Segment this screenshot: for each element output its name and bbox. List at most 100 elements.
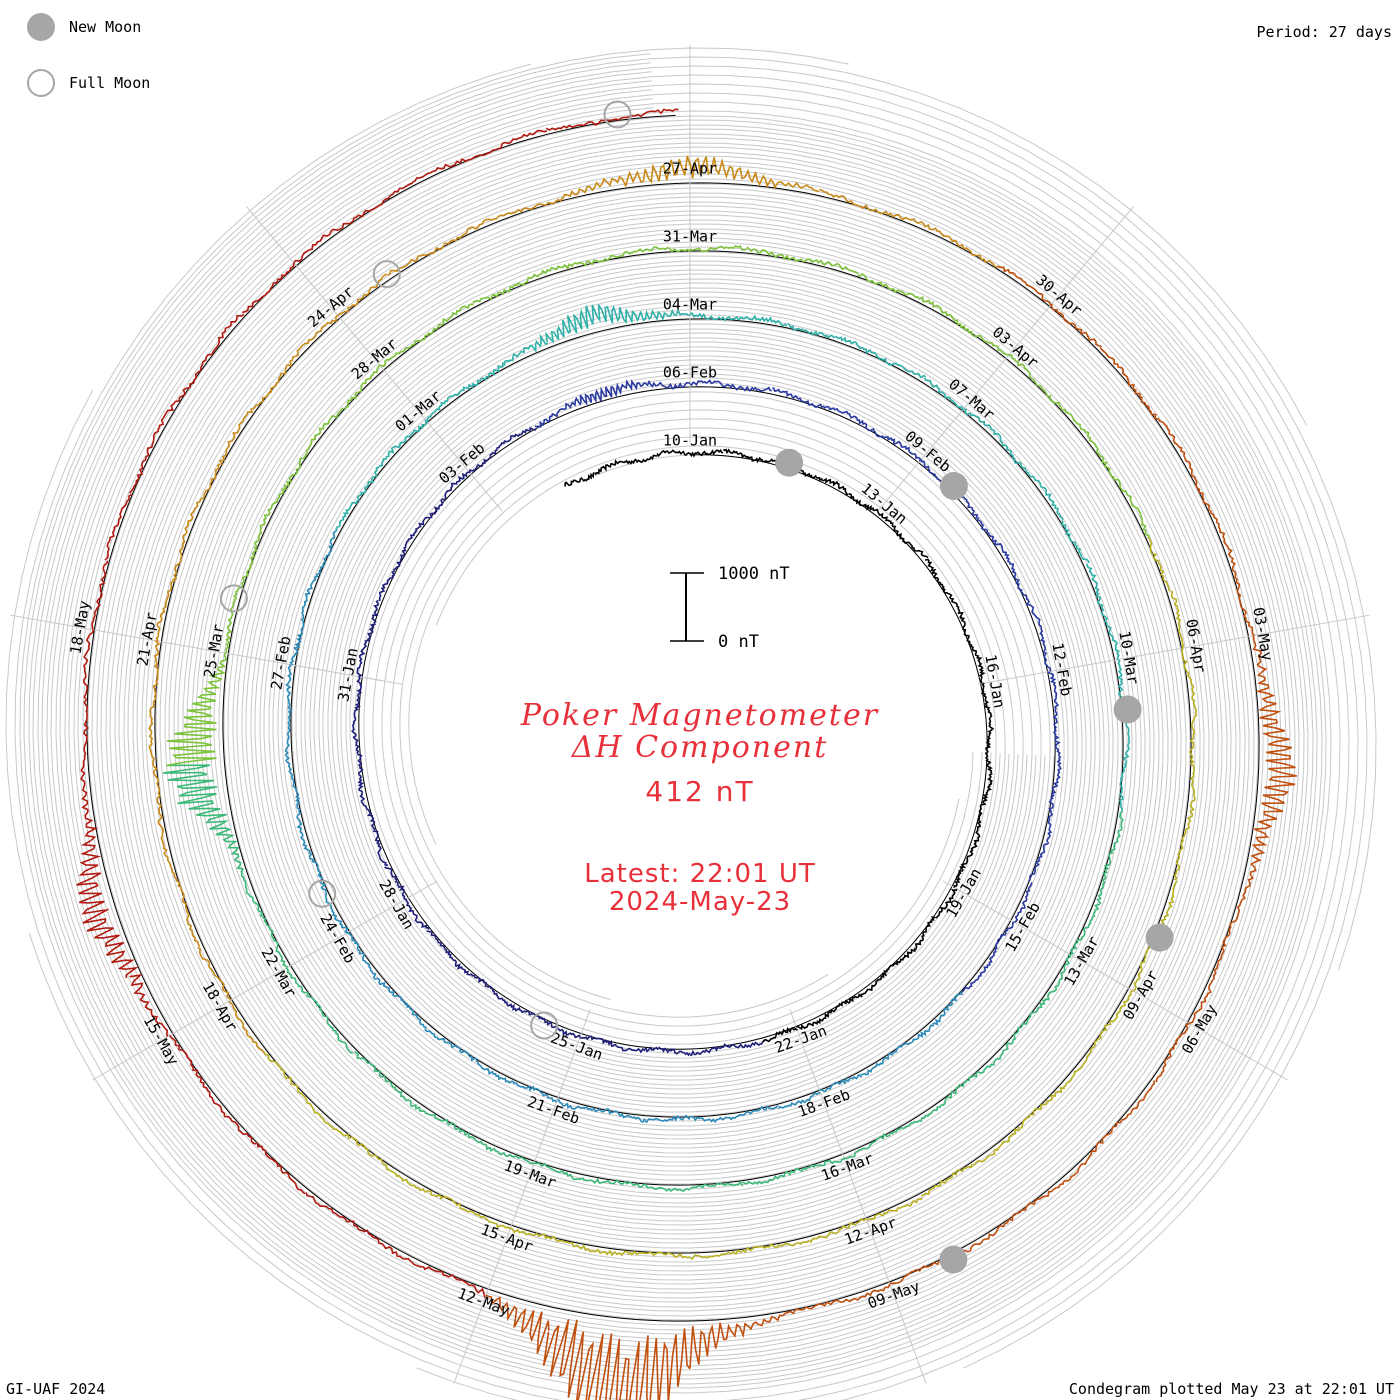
date-label: 10-Jan — [663, 432, 717, 450]
trace-segment — [1118, 760, 1128, 812]
trace-segment — [387, 244, 445, 276]
trace-segment — [834, 335, 880, 359]
date-label: 31-Mar — [663, 228, 717, 246]
trace-segment — [1048, 394, 1090, 439]
trace-segment — [241, 262, 295, 314]
trace-segment — [484, 1143, 535, 1165]
date-label: 06-Apr — [1182, 618, 1209, 674]
trace-segment — [1181, 647, 1196, 706]
trace-segment — [777, 1092, 821, 1110]
trace-segment — [1119, 486, 1151, 538]
trace-segment — [594, 459, 626, 476]
spiral-grid — [5, 45, 1377, 1400]
trace-segment — [953, 855, 971, 888]
trace-segment — [989, 921, 1015, 960]
trace-segment — [169, 1034, 211, 1094]
trace-segment — [1033, 478, 1064, 521]
radial-spoke — [453, 1009, 591, 1384]
trace-segment — [746, 246, 803, 262]
trace-segment — [899, 535, 929, 559]
trace-segment — [1234, 571, 1255, 636]
trace-segment — [624, 454, 658, 465]
trace-segment — [689, 1115, 736, 1124]
trace-segment — [985, 717, 995, 753]
radial-spoke — [789, 1009, 927, 1384]
date-label: 25-Jan — [548, 1029, 605, 1064]
radial-spoke — [92, 880, 438, 1081]
trace-segment — [1046, 798, 1054, 843]
trace-segment — [337, 273, 388, 317]
trace-segment — [436, 1036, 478, 1062]
moon-markers — [219, 100, 1174, 1274]
trace-segment — [534, 402, 572, 428]
trace-segment — [809, 1217, 867, 1244]
trace-segment — [972, 1126, 1020, 1167]
trace-segment — [357, 753, 365, 794]
trace-segment — [809, 402, 852, 417]
trace-segment — [324, 891, 349, 934]
trace-segment — [396, 530, 417, 568]
full-moon-label: Full Moon — [69, 74, 151, 92]
trace-segment — [252, 359, 294, 411]
date-label: 04-Mar — [663, 296, 717, 314]
trace-segment — [472, 281, 526, 303]
trace-segment — [91, 560, 109, 630]
trace-segment — [557, 1098, 602, 1113]
trace-segment — [499, 426, 537, 447]
date-label: 27-Apr — [663, 160, 717, 178]
trace-segment — [876, 510, 902, 537]
trace-segment — [384, 866, 406, 900]
trace-segment — [1088, 436, 1122, 487]
trace-segment — [240, 868, 265, 920]
grid-spiral — [50, 80, 1296, 1358]
trace-segment — [579, 1035, 617, 1048]
trace-segment — [158, 369, 201, 429]
trace-segment — [911, 293, 961, 326]
radial-spoke — [977, 614, 1370, 685]
trace-segment — [284, 711, 291, 759]
date-label: 12-May — [455, 1284, 512, 1319]
trace-segment — [305, 1192, 364, 1232]
grid-spiral — [59, 89, 1287, 1349]
trace-segment — [388, 419, 428, 454]
trace-segment — [843, 1133, 892, 1160]
grid-spiral — [37, 65, 1377, 1371]
trace-segment — [824, 1283, 891, 1306]
trace-segment — [689, 448, 724, 458]
trace-segment — [1086, 563, 1105, 612]
trace-segment — [969, 821, 982, 857]
trace-segment — [160, 827, 182, 889]
trace-segment — [1000, 440, 1036, 479]
trace-segment — [301, 573, 319, 620]
radial-spoke — [942, 880, 1288, 1081]
trace-segment — [562, 175, 627, 199]
trace-segment — [729, 383, 772, 393]
trace-segment — [545, 118, 619, 131]
trace-segment — [889, 1109, 938, 1135]
trace-segment — [190, 463, 221, 521]
trace-segment — [578, 250, 634, 267]
trace-segment — [1155, 1022, 1191, 1083]
trace-segment — [1060, 519, 1090, 564]
trace-segment — [152, 640, 161, 704]
trace-segment — [795, 1011, 830, 1031]
trace-segment — [510, 1003, 547, 1024]
trace-segment — [787, 322, 836, 339]
trace-segment — [737, 314, 788, 327]
trace-segment — [284, 757, 301, 805]
trace-segment — [483, 980, 513, 1007]
full-moon-icon — [27, 69, 55, 97]
trace-segment — [306, 407, 344, 451]
trace-segment — [1019, 1086, 1065, 1130]
trace-segment — [1188, 962, 1220, 1024]
scale-bar-bottom-label: 0 nT — [718, 632, 759, 652]
trace-segment — [485, 1294, 550, 1354]
grid-spiral — [68, 98, 1278, 1340]
date-label: 15-Apr — [478, 1220, 535, 1255]
period-label: Period: 27 days — [1256, 23, 1392, 41]
trace-segment — [1173, 822, 1191, 881]
trace-segment — [155, 580, 176, 642]
trace-segment — [963, 408, 1002, 443]
trace-segment — [1047, 671, 1060, 715]
